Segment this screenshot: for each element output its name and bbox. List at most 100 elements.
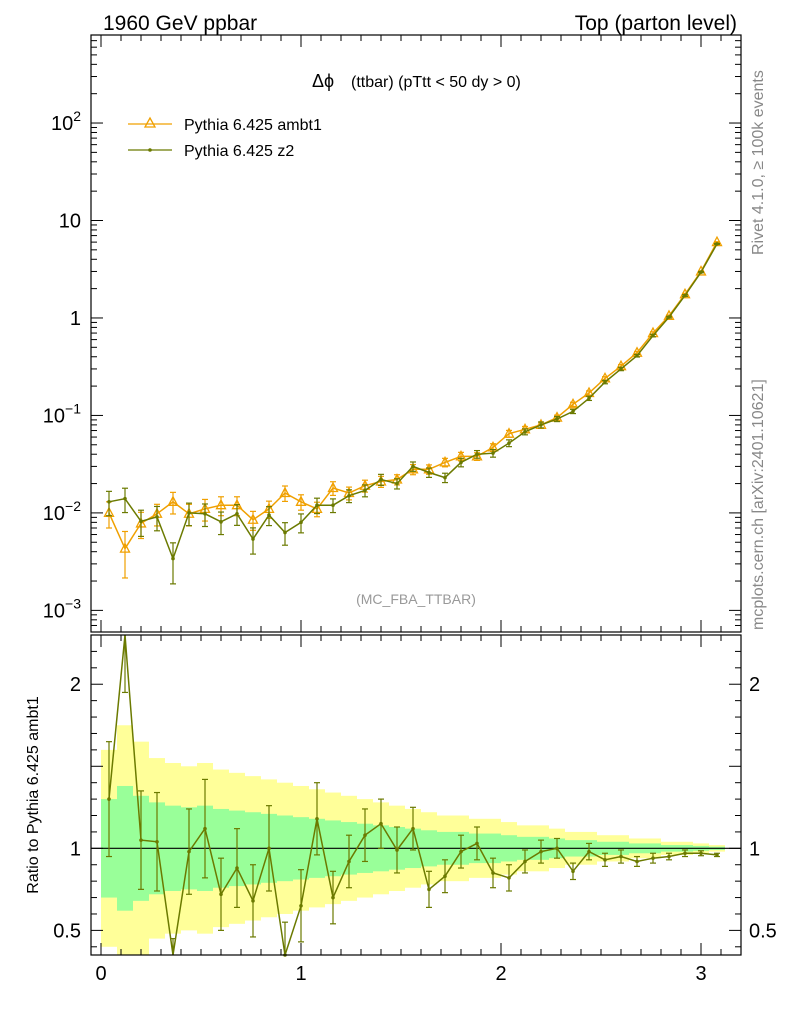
- ratio-point: [507, 876, 511, 880]
- data-point-ambt1: [327, 481, 339, 493]
- data-point-z2: [491, 451, 495, 455]
- axes: 10−3 10−2 10−1 1 10 102 0.5 0.5 1 1 2 2 0 1 2 3: [43, 34, 777, 985]
- ratio-y-tick-label: 2: [70, 674, 81, 696]
- data-point-z2: [171, 556, 175, 561]
- header-right: Top (parton level): [575, 12, 737, 35]
- data-point-z2: [523, 429, 527, 434]
- data-point-z2: [459, 460, 463, 465]
- ratio-point: [107, 797, 111, 801]
- legend-label-z2: Pythia 6.425 z2: [184, 143, 294, 160]
- series-line-ambt1: [108, 241, 718, 551]
- ratio-y-tick-label: 0.5: [53, 920, 81, 942]
- ratio-point: [203, 826, 207, 831]
- data-point-z2: [283, 530, 287, 535]
- ratio-point: [331, 895, 335, 900]
- data-point-z2: [395, 481, 399, 486]
- ratio-series: [106, 634, 720, 957]
- analysis-watermark: (MC_FBA_TTBAR): [356, 591, 476, 607]
- data-point-z2: [139, 519, 143, 524]
- y-tick-label: 10: [59, 210, 81, 232]
- y-tick-label: 10−2: [43, 498, 81, 525]
- ratio-point: [603, 858, 607, 862]
- legend-marker-z2: [148, 148, 152, 152]
- ratio-point: [299, 903, 303, 908]
- data-point-z2: [603, 380, 607, 384]
- data-point-ambt1: [103, 506, 115, 518]
- ratio-point: [699, 851, 703, 856]
- series-line-z2: [108, 243, 718, 561]
- ratio-point: [427, 887, 431, 892]
- x-tick-label: 1: [295, 963, 306, 985]
- data-point-z2: [107, 499, 111, 504]
- x-tick-label: 2: [495, 963, 506, 985]
- data-point-ambt1: [439, 455, 451, 467]
- ratio-point: [251, 899, 255, 903]
- ratio-point: [651, 856, 655, 860]
- legend-marker-ambt1: [143, 116, 157, 128]
- data-point-z2: [667, 315, 671, 319]
- data-point-z2: [571, 409, 575, 414]
- ratio-y-tick-label-right: 2: [749, 674, 760, 696]
- ratio-point: [667, 854, 671, 859]
- data-point-ambt1: [695, 265, 707, 276]
- data-point-z2: [123, 496, 127, 501]
- data-point-z2: [475, 452, 479, 457]
- x-tick-label: 0: [95, 963, 106, 985]
- ratio-point: [219, 892, 223, 897]
- data-point-z2: [347, 493, 351, 498]
- ratio-point: [459, 849, 463, 854]
- mcplots-label: mcplots.cern.ch [arXiv:2401.10621]: [750, 379, 767, 630]
- ratio-y-axis-label: Ratio to Pythia 6.425 ambt1: [25, 696, 42, 894]
- ratio-point: [267, 846, 271, 851]
- data-point-z2: [363, 488, 367, 493]
- legend: Pythia 6.425 ambt1 Pythia 6.425 z2: [128, 116, 322, 160]
- ratio-point: [395, 848, 399, 852]
- data-point-z2: [443, 475, 447, 480]
- main-title-symbol: Δϕ: [312, 71, 334, 91]
- data-point-z2: [507, 441, 511, 445]
- ratio-point: [715, 853, 719, 857]
- data-point-ambt1: [503, 427, 515, 438]
- ratio-point: [571, 869, 575, 874]
- data-point-z2: [203, 511, 207, 516]
- data-point-z2: [219, 520, 223, 524]
- ratio-point: [379, 821, 383, 826]
- ratio-point: [491, 871, 495, 875]
- data-point-ambt1: [567, 397, 579, 409]
- ratio-point: [587, 849, 591, 854]
- data-point-z2: [251, 537, 255, 541]
- data-point-ambt1: [215, 498, 227, 510]
- ratio-point: [475, 841, 479, 846]
- data-point-z2: [587, 396, 591, 401]
- legend-label-ambt1: Pythia 6.425 ambt1: [184, 117, 322, 134]
- data-point-z2: [555, 417, 559, 421]
- ratio-frame: [90, 634, 742, 956]
- data-point-z2: [411, 464, 415, 469]
- ratio-y-tick-label-right: 0.5: [749, 920, 777, 942]
- y-tick-label: 1: [70, 308, 81, 330]
- ratio-y-tick-label-right: 1: [749, 838, 760, 860]
- data-point-z2: [619, 367, 623, 371]
- ratio-point: [187, 849, 191, 854]
- ratio-point: [619, 854, 623, 859]
- main-title: (ttbar) (pTtt < 50 dy > 0): [351, 74, 521, 91]
- ratio-y-tick-label: 1: [70, 838, 81, 860]
- data-point-z2: [683, 293, 687, 298]
- ratio-point: [139, 838, 143, 842]
- ratio-point: [363, 833, 367, 838]
- data-point-z2: [427, 470, 431, 475]
- data-point-z2: [539, 423, 543, 427]
- ratio-point: [539, 849, 543, 854]
- data-point-z2: [267, 513, 271, 517]
- data-point-z2: [315, 503, 319, 507]
- ratio-point: [411, 826, 415, 831]
- data-point-z2: [699, 270, 703, 274]
- data-point-z2: [155, 515, 159, 519]
- y-tick-label: 10−1: [43, 400, 81, 427]
- data-point-ambt1: [167, 495, 179, 506]
- data-point-z2: [299, 520, 303, 525]
- y-tick-label: 10−3: [43, 595, 81, 622]
- ratio-point: [635, 859, 639, 864]
- ratio-point: [155, 839, 159, 844]
